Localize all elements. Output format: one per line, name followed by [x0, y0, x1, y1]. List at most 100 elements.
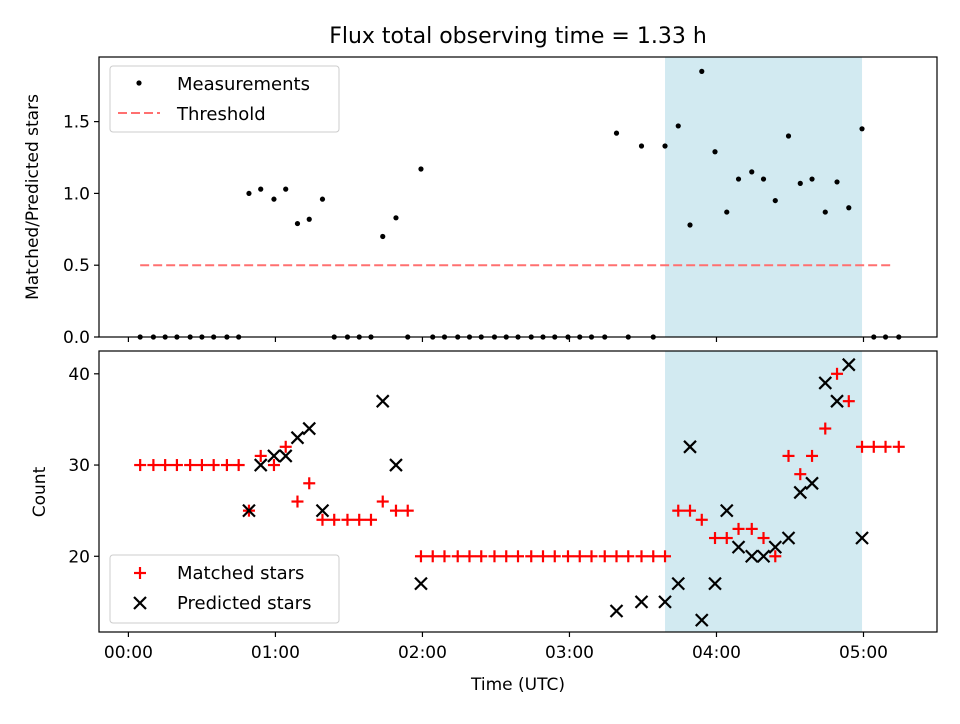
measurement-point — [735, 176, 742, 182]
measurement-point — [859, 126, 865, 132]
matched-star-point — [732, 522, 745, 535]
matched-star-point — [220, 459, 233, 472]
matched-star-point — [709, 532, 722, 545]
top-axes-frame — [98, 56, 938, 338]
matched-star-point — [463, 550, 476, 563]
measurement-point — [246, 190, 252, 197]
y-tick-label: 0.0 — [63, 328, 90, 348]
matched-star-point — [757, 532, 770, 545]
matched-star-point — [376, 495, 389, 508]
matched-star-point — [585, 550, 598, 563]
matched-star-point — [831, 367, 844, 380]
top-panel: 0.0 0.5 1.0 1.5 Matched/Predicted stars Mea… — [23, 56, 938, 348]
top-legend: Measurements Threshold — [109, 65, 340, 133]
predicted-star-point — [290, 430, 305, 445]
bottom-legend: Matched stars Predicted stars — [109, 554, 340, 624]
predicted-star-point — [830, 394, 844, 408]
x-tick-label: 01:00 — [251, 643, 300, 663]
matched-star-point — [184, 459, 197, 472]
y-tick-label: 1.0 — [63, 184, 90, 204]
measurement-point — [749, 169, 755, 175]
predicted-star-point — [793, 485, 808, 500]
matched-star-point — [500, 550, 513, 563]
measurement-point — [306, 216, 312, 222]
matched-star-point — [610, 550, 623, 563]
x-axis-label: Time (UTC) — [470, 675, 565, 695]
matched-star-point — [794, 468, 807, 481]
predicted-star-point — [842, 357, 856, 372]
predicted-star-point — [719, 503, 734, 518]
matched-star-point — [291, 495, 304, 508]
bottom-ylabel: Count — [30, 466, 50, 517]
matched-star-point — [279, 440, 292, 453]
y-tick-label: 20 — [68, 547, 90, 567]
predicted-star-point — [267, 449, 281, 463]
measurement-point — [380, 233, 386, 240]
measurement-point — [613, 130, 620, 136]
predicted-star-point — [634, 595, 649, 609]
matched-star-point — [782, 449, 795, 462]
predicted-star-point — [756, 549, 771, 564]
predicted-star-point — [818, 376, 833, 390]
matched-star-point — [867, 440, 880, 453]
matched-star-point — [695, 513, 708, 526]
matched-star-point — [341, 513, 354, 526]
y-tick-label: 40 — [68, 365, 90, 385]
matched-star-point — [635, 550, 648, 563]
measurement-point — [687, 222, 693, 228]
legend-threshold-label: Threshold — [176, 104, 266, 125]
measurement-point — [834, 179, 840, 185]
matched-star-point — [892, 440, 905, 453]
matched-star-point — [806, 449, 819, 462]
matched-star-point — [536, 550, 549, 563]
matched-star-point — [720, 532, 733, 545]
legend-matched-label: Matched stars — [177, 563, 304, 584]
matched-star-point — [316, 513, 329, 526]
x-tick-label: 02:00 — [398, 643, 447, 663]
measurement-point — [760, 176, 767, 182]
matched-star-point — [438, 550, 451, 563]
matched-star-point — [170, 459, 183, 472]
bottom-shaded-region — [665, 351, 863, 632]
measurement-point — [638, 143, 645, 149]
measurement-point — [675, 123, 681, 129]
matched-star-point — [598, 550, 611, 563]
matched-star-point — [525, 550, 538, 563]
legend-predicted-marker — [133, 596, 147, 610]
matched-star-point — [426, 550, 439, 563]
measurement-point — [271, 196, 277, 202]
predicted-star-point — [694, 613, 709, 627]
matched-star-point — [328, 513, 341, 526]
matched-star-point — [879, 440, 892, 453]
matched-star-point — [207, 459, 220, 472]
matched-star-point — [134, 459, 147, 472]
matched-star-point — [842, 395, 855, 408]
predicted-star-point — [253, 458, 268, 472]
matched-star-point — [389, 504, 402, 517]
measurement-point — [662, 143, 668, 149]
legend-measurements-marker — [136, 80, 142, 86]
matched-star-point — [159, 459, 172, 472]
matched-star-point — [684, 504, 697, 517]
predicted-star-point — [278, 449, 293, 463]
matched-star-point — [475, 550, 488, 563]
predicted-star-point — [768, 540, 783, 554]
measurement-point — [772, 197, 778, 204]
matched-star-point — [401, 504, 414, 517]
bottom-panel: 00:00 01:00 02:00 03:00 04:00 05:00 20 30 40 Cou… — [30, 350, 938, 695]
top-ylabel: Matched/Predicted stars — [23, 94, 43, 300]
predicted-star-point — [414, 576, 428, 591]
measurement-point — [797, 180, 803, 186]
matched-star-point — [856, 440, 869, 453]
predicted-star-point — [671, 576, 686, 591]
matched-star-point — [672, 504, 685, 517]
predicted-star-point — [683, 440, 697, 454]
measurement-point — [294, 220, 301, 227]
matched-star-point — [303, 477, 316, 490]
x-tick-label: 03:00 — [545, 643, 594, 663]
matched-star-point — [254, 449, 267, 462]
matched-star-point — [451, 550, 464, 563]
predicted-star-point — [855, 531, 869, 545]
matched-star-point — [573, 550, 586, 563]
